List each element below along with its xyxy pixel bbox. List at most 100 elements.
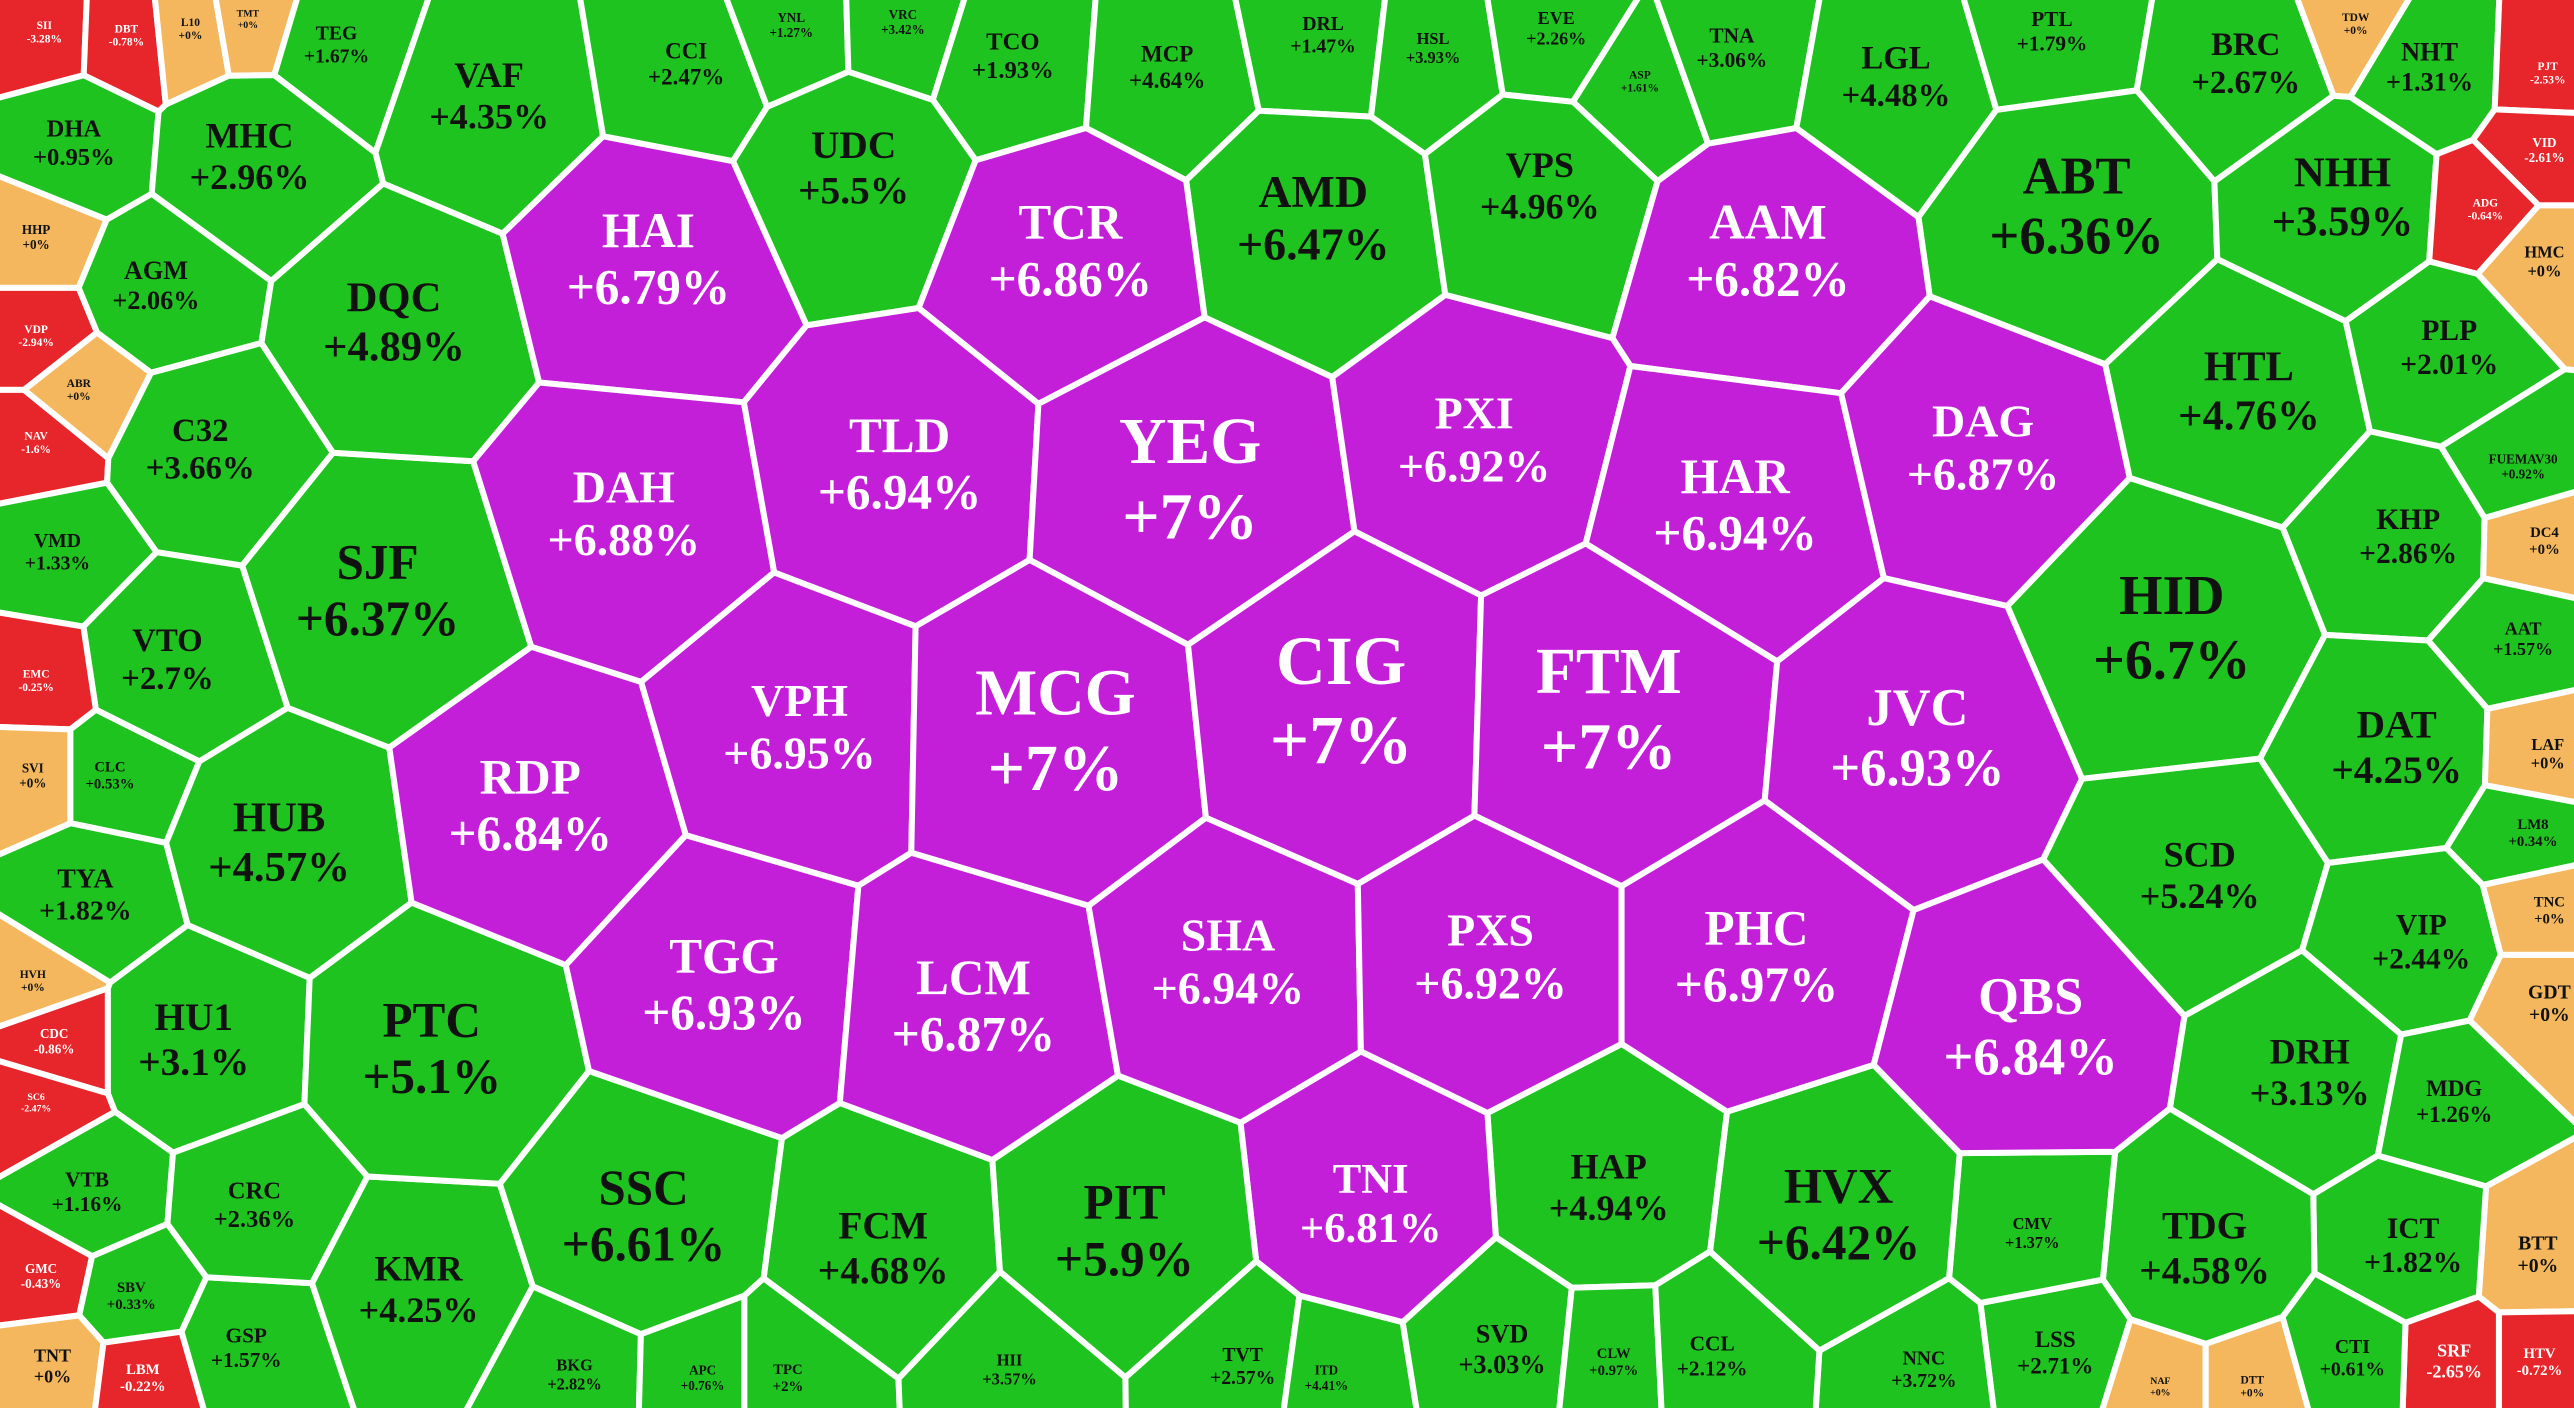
ticker-label: TNA [1709,23,1755,47]
cell [2279,1270,2409,1408]
ticker-label: HAI [602,203,695,258]
ticker-label: MCP [1141,42,1193,67]
value-label: +4.96% [1480,187,1600,227]
ticker-label: SBV [117,1280,146,1296]
ticker-label: PIT [1083,1175,1165,1230]
ticker-label: PTC [382,992,480,1047]
ticker-label: AGM [124,256,188,285]
value-label: +6.92% [1414,957,1567,1008]
ticker-label: HU1 [154,995,233,1039]
ticker-label: VAF [454,55,524,95]
value-label: +3.42% [881,22,925,37]
ticker-label: AAT [2505,618,2542,638]
ticker-label: HVH [20,969,46,981]
value-label: +6.88% [548,514,701,565]
cell [2495,1308,2574,1408]
value-label: +4.25% [2331,748,2462,792]
ticker-label: GDT [2528,981,2571,1003]
value-label: +2.47% [648,65,724,90]
value-label: +4.57% [208,844,350,891]
value-label: +6.94% [818,465,981,520]
value-label: +6.94% [1152,962,1305,1013]
value-label: +2.01% [2400,349,2498,381]
value-label: +0% [2518,1255,2559,1277]
value-label: +6.97% [1675,957,1838,1012]
value-label: +0% [21,982,45,994]
ticker-label: TGG [669,928,778,983]
value-label: +5.1% [362,1049,501,1104]
value-label: +1.31% [2386,68,2473,97]
ticker-label: TNC [2534,894,2565,910]
cell [2491,0,2574,116]
value-label: +2.12% [1677,1356,1748,1380]
ticker-label: ABT [2023,147,2131,205]
ticker-label: PXI [1435,387,1514,438]
ticker-label: PXS [1447,905,1534,956]
value-label: +5.9% [1055,1231,1194,1286]
value-label: +0.61% [2320,1359,2385,1381]
ticker-label: SII [37,20,53,32]
ticker-label: TPC [773,1362,803,1378]
ticker-label: BKG [556,1355,593,1374]
value-label: +0% [2534,911,2565,927]
ticker-label: VIP [2396,909,2447,941]
value-label: -3.28% [27,33,62,45]
ticker-label: YNL [777,10,805,25]
value-label: +6.37% [296,591,459,646]
cell [2202,1314,2311,1408]
ticker-label: SVD [1476,1320,1529,1349]
value-label: +1.82% [39,895,132,926]
value-label: +6.93% [642,985,805,1040]
value-label: +3.57% [982,1369,1036,1388]
ticker-label: SCD [2164,835,2236,875]
cell [1280,1292,1420,1408]
value-label: +2.86% [2359,538,2457,570]
ticker-label: L10 [181,17,200,29]
ticker-label: TCR [1018,195,1122,250]
ticker-label: HTV [2524,1346,2556,1362]
value-label: +2.44% [2372,943,2470,975]
ticker-label: CLC [94,760,125,776]
value-label: +1.16% [52,1192,123,1216]
value-label: +2.36% [214,1206,296,1233]
ticker-label: NAF [2150,1376,2170,1387]
ticker-label: LAF [2531,735,2564,754]
value-label: +1.47% [1290,35,1355,57]
ticker-label: CCL [1690,1332,1735,1356]
ticker-label: TNT [34,1346,71,1366]
value-label: +6.94% [1653,506,1816,561]
value-label: +0% [19,775,46,790]
value-label: +2.82% [547,1374,601,1393]
ticker-label: PLP [2421,315,2477,347]
ticker-label: NAV [24,431,48,443]
value-label: +4.35% [429,96,549,136]
ticker-label: BTT [2518,1232,2557,1254]
value-label: +4.41% [1305,1378,1349,1393]
value-label: -2.47% [21,1103,51,1114]
ticker-label: ICT [2387,1213,2440,1245]
ticker-label: UDC [811,123,896,167]
value-label: +0.53% [85,777,134,793]
value-label: +3.13% [2250,1073,2370,1113]
ticker-label: KHP [2376,504,2440,536]
ticker-label: NNC [1903,1347,1946,1369]
value-label: +6.86% [989,251,1152,306]
value-label: +4.94% [1549,1188,1669,1228]
value-label: -0.25% [18,682,53,694]
ticker-label: CTI [2335,1336,2370,1358]
cell [1870,856,2188,1157]
ticker-label: HII [997,1350,1023,1369]
value-label: +6.61% [562,1217,725,1272]
value-label: +0% [2529,542,2560,558]
value-label: +0.97% [1589,1363,1638,1379]
value-label: +6.92% [1398,440,1551,491]
ticker-label: C32 [172,413,229,449]
value-label: +3.06% [1696,48,1767,72]
ticker-label: DAT [2357,703,2437,747]
ticker-label: PHC [1705,901,1809,956]
value-label: +6.81% [1300,1205,1442,1252]
value-label: +2.06% [112,286,199,315]
ticker-label: NHT [2401,38,2458,67]
